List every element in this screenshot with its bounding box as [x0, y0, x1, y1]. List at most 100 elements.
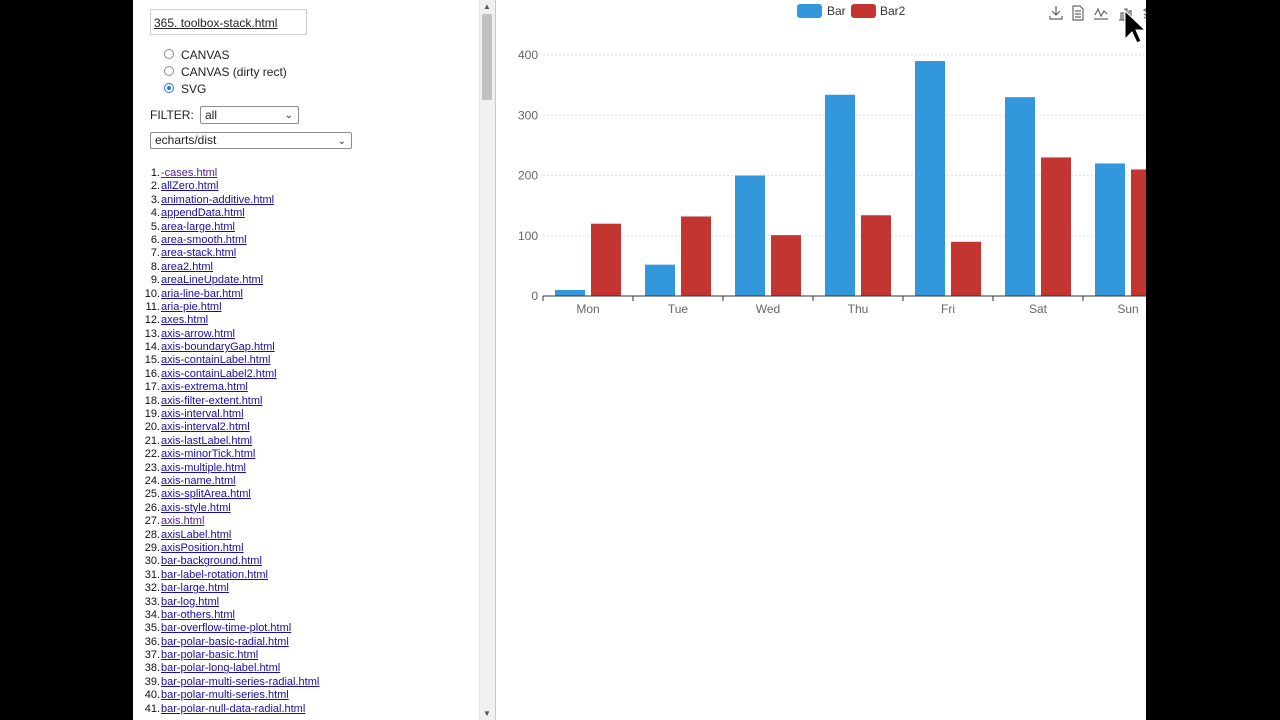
file-link[interactable]: axis-style.html	[161, 501, 231, 514]
data-view-icon[interactable]	[1072, 5, 1084, 21]
file-link[interactable]: bar-others.html	[161, 608, 235, 621]
file-link[interactable]: area2.html	[161, 260, 213, 273]
list-item: 11. aria-pie.html	[133, 301, 478, 314]
list-item: 4. appendData.html	[133, 207, 478, 220]
file-link[interactable]: animation-additive.html	[161, 193, 275, 206]
scroll-down-arrow-icon[interactable]: ▼	[483, 709, 491, 718]
file-link[interactable]: axis.html	[161, 515, 205, 528]
file-link[interactable]: axes.html	[161, 314, 209, 327]
file-link[interactable]: axis-minorTick.html	[161, 448, 256, 461]
list-item-number: 36.	[144, 635, 160, 648]
bar-bar-fri[interactable]	[915, 61, 945, 297]
bar-bar-sun[interactable]	[1095, 163, 1125, 296]
list-item: 23. axis-multiple.html	[133, 462, 478, 475]
file-link[interactable]: aria-line-bar.html	[161, 287, 243, 300]
bar-bar2-thu[interactable]	[861, 215, 891, 296]
file-link[interactable]: axis-containLabel2.html	[161, 367, 277, 380]
sidebar-scrollbar[interactable]: ▲ ▼	[479, 0, 495, 720]
file-link[interactable]: area-stack.html	[161, 247, 237, 260]
bar-bar2-wed[interactable]	[771, 235, 801, 296]
file-link[interactable]: axis-boundaryGap.html	[161, 341, 275, 354]
bar-bar-wed[interactable]	[735, 175, 765, 297]
current-file-field[interactable]: 365. toolbox-stack.html	[150, 9, 307, 35]
file-link[interactable]: bar-overflow-time-plot.html	[161, 622, 292, 635]
file-link[interactable]: axis-arrow.html	[161, 327, 235, 340]
filter-label: FILTER:	[150, 108, 194, 122]
legend-item-bar[interactable]: Bar	[797, 4, 846, 18]
file-link[interactable]: bar-polar-null-data-radial.html	[161, 702, 306, 715]
bar-bar-thu[interactable]	[825, 94, 855, 296]
list-item: 35. bar-overflow-time-plot.html	[133, 622, 478, 635]
file-link[interactable]: area-smooth.html	[161, 233, 247, 246]
file-link[interactable]: bar-background.html	[161, 555, 262, 568]
bar-bar2-fri[interactable]	[951, 241, 981, 296]
list-item: 19. axis-interval.html	[133, 408, 478, 421]
list-item: 34. bar-others.html	[133, 609, 478, 622]
file-link[interactable]: appendData.html	[161, 207, 245, 220]
file-link[interactable]: areaLineUpdate.html	[161, 274, 264, 287]
file-link[interactable]: axis-multiple.html	[161, 461, 246, 474]
list-item: 28. axisLabel.html	[133, 529, 478, 542]
radio-canvas-dirty-rect[interactable]	[164, 66, 174, 76]
list-item: 36. bar-polar-basic-radial.html	[133, 636, 478, 649]
list-item: 12. axes.html	[133, 314, 478, 327]
scroll-up-arrow-icon[interactable]: ▲	[483, 2, 491, 11]
chart-container: Bar Bar2	[496, 0, 1146, 720]
filter-value: all	[205, 108, 218, 122]
file-link[interactable]: axis-interval.html	[161, 408, 244, 421]
file-link[interactable]: axis-splitArea.html	[161, 488, 251, 501]
list-item-number: 23.	[144, 461, 160, 474]
file-link[interactable]: aria-pie.html	[161, 300, 222, 313]
bar-bar-sat[interactable]	[1005, 97, 1035, 296]
file-link[interactable]: bar-log.html	[161, 595, 220, 608]
bar-bar-tue[interactable]	[645, 264, 675, 296]
list-item-number: 10.	[144, 287, 160, 300]
list-item: 22. axis-minorTick.html	[133, 448, 478, 461]
bar-bar2-mon[interactable]	[591, 223, 621, 296]
x-tick-label: Tue	[668, 302, 689, 316]
file-link[interactable]: bar-polar-multi-series-radial.html	[161, 675, 320, 688]
file-link[interactable]: bar-polar-basic-radial.html	[161, 635, 289, 648]
list-item: 10. aria-line-bar.html	[133, 288, 478, 301]
file-link[interactable]: axis-lastLabel.html	[161, 434, 253, 447]
file-link[interactable]: -cases.html	[161, 167, 218, 179]
list-item: 29. axisPosition.html	[133, 542, 478, 555]
file-link[interactable]: axis-interval2.html	[161, 421, 250, 434]
bar-bar-mon[interactable]	[555, 289, 585, 296]
download-icon[interactable]	[1049, 6, 1063, 20]
list-item: 25. axis-splitArea.html	[133, 488, 478, 501]
file-link[interactable]: bar-label-rotation.html	[161, 568, 268, 581]
bar-bar2-sat[interactable]	[1041, 157, 1071, 296]
dist-select[interactable]: echarts/dist ⌄	[150, 132, 352, 149]
file-link[interactable]: bar-polar-long-label.html	[161, 662, 281, 675]
file-link[interactable]: axisLabel.html	[161, 528, 232, 541]
bar-bar2-sun[interactable]	[1131, 169, 1146, 296]
bar-bar2-tue[interactable]	[681, 216, 711, 296]
filter-select[interactable]: all ⌄	[200, 106, 299, 124]
file-link[interactable]: bar-polar-basic.html	[161, 649, 259, 662]
list-item-number: 7.	[150, 247, 160, 260]
radio-svg[interactable]	[164, 83, 174, 93]
file-link[interactable]: axis-filter-extent.html	[161, 394, 263, 407]
list-item: 20. axis-interval2.html	[133, 421, 478, 434]
mouse-cursor-icon	[1124, 10, 1147, 44]
radio-canvas[interactable]	[164, 49, 174, 59]
y-tick-label: 200	[518, 169, 538, 183]
file-link[interactable]: area-large.html	[161, 220, 235, 233]
file-link[interactable]: axisPosition.html	[161, 541, 244, 554]
list-item-number: 21.	[144, 434, 160, 447]
list-item-number: 26.	[144, 501, 160, 514]
line-chart-icon[interactable]	[1094, 7, 1108, 20]
file-link[interactable]: bar-polar-multi-series.html	[161, 689, 289, 702]
file-link[interactable]: bar-large.html	[161, 582, 229, 595]
file-link[interactable]: axis-name.html	[161, 474, 236, 487]
scrollbar-thumb[interactable]	[482, 14, 492, 100]
legend-item-bar2[interactable]: Bar2	[851, 4, 906, 18]
list-item: 16. axis-containLabel2.html	[133, 368, 478, 381]
file-link[interactable]: axis-extrema.html	[161, 381, 248, 394]
legend-label-bar2: Bar2	[880, 4, 906, 18]
list-item-number: 16.	[144, 367, 160, 380]
sidebar-controls: 365. toolbox-stack.html CANVAS CANVAS (d…	[133, 0, 478, 160]
file-link[interactable]: allZero.html	[161, 180, 219, 193]
file-link[interactable]: axis-containLabel.html	[161, 354, 271, 367]
